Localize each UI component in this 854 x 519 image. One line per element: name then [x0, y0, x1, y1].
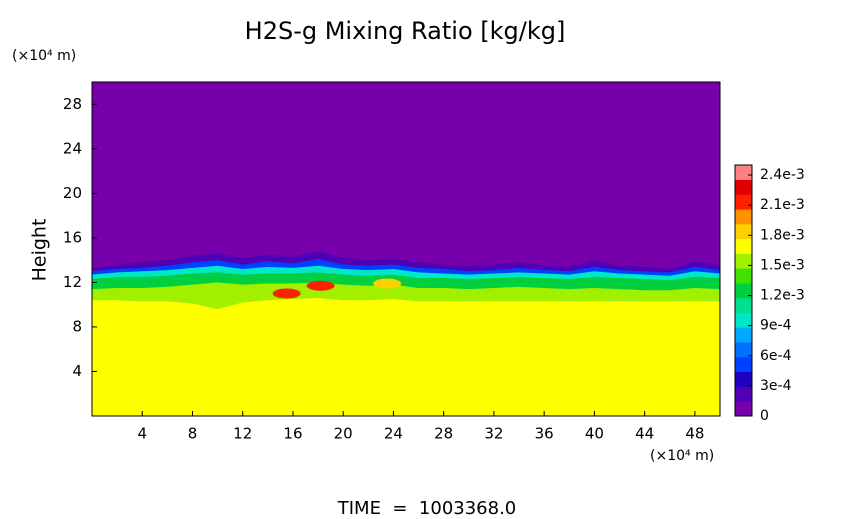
x-tick-label: 40 [585, 425, 604, 443]
colorbar-label: 2.4e-3 [760, 167, 805, 183]
colorbar-band [735, 297, 752, 313]
colorbar-label: 1.8e-3 [760, 227, 805, 243]
y-tick-label: 24 [63, 139, 82, 157]
colorbar-band [735, 179, 752, 195]
y-tick-label: 28 [63, 95, 82, 113]
colorbar-band [735, 268, 752, 284]
colorbar-label: 3e-4 [760, 378, 792, 394]
x-tick-label: 28 [434, 425, 453, 443]
y-tick-label: 20 [63, 184, 82, 202]
colorbar-frame [734, 164, 753, 417]
y-tick-label: 16 [63, 228, 82, 246]
colorbar-band [735, 327, 752, 343]
footer: TIME = 1003368.0 [337, 498, 517, 519]
x-tick-label: 48 [685, 425, 704, 443]
hotspot [272, 288, 301, 299]
colorbar-label: 9e-4 [760, 318, 792, 334]
y-unit: (×10⁴ m) [12, 48, 76, 64]
colorbar-band [735, 209, 752, 225]
x-tick-label: 16 [283, 425, 302, 443]
x-tick-label: 32 [484, 425, 503, 443]
y-tick-label: 4 [72, 362, 82, 380]
y-axis-label: Height [29, 219, 51, 282]
hotspot [373, 278, 402, 289]
x-tick-label: 8 [188, 425, 198, 443]
colorbar-band [735, 224, 752, 240]
y-tick-label: 8 [72, 317, 82, 335]
colorbar-label: 0 [760, 408, 769, 424]
colorbar-band [735, 165, 752, 181]
plot-frame [91, 81, 721, 417]
colorbar-band [735, 253, 752, 269]
colorbar-label: 1.2e-3 [760, 288, 805, 304]
y-tick-label: 12 [63, 273, 82, 291]
colorbar-band [735, 356, 752, 373]
hotspot [306, 280, 335, 291]
x-tick-label: 44 [635, 425, 654, 443]
colorbar-band [735, 238, 752, 254]
colorbar-band [735, 342, 752, 358]
colorbar-label: 1.5e-3 [760, 257, 805, 273]
contour-region [92, 297, 720, 416]
x-tick-label: 4 [137, 425, 147, 443]
colorbar-label: 6e-4 [760, 348, 792, 364]
colorbar-band [735, 386, 752, 402]
x-tick-label: 12 [233, 425, 252, 443]
colorbar-band [735, 312, 752, 328]
colorbar-band [735, 283, 752, 299]
colorbar-band [735, 401, 752, 417]
x-tick-label: 20 [334, 425, 353, 443]
chart-title: H2S-g Mixing Ratio [kg/kg] [245, 17, 566, 45]
colorbar-band [735, 194, 752, 210]
x-tick-label: 36 [535, 425, 554, 443]
colorbar-label: 2.1e-3 [760, 197, 805, 213]
x-unit: (×10⁴ m) [650, 448, 714, 464]
x-tick-label: 24 [384, 425, 403, 443]
colorbar-band [735, 371, 752, 387]
